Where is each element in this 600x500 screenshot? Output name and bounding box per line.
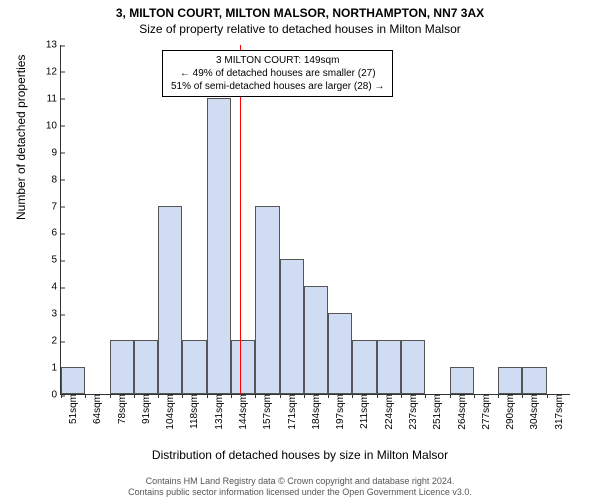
histogram-bar bbox=[328, 313, 352, 394]
x-tick-label: 251sqm bbox=[428, 394, 443, 430]
histogram-bar bbox=[134, 340, 158, 394]
histogram-bar bbox=[280, 259, 304, 394]
x-tick-mark bbox=[401, 394, 402, 398]
x-tick-label: 131sqm bbox=[210, 394, 225, 430]
x-tick-label: 104sqm bbox=[161, 394, 176, 430]
x-tick-mark bbox=[304, 394, 305, 398]
x-tick-mark bbox=[255, 394, 256, 398]
x-tick-mark bbox=[158, 394, 159, 398]
histogram-bar bbox=[110, 340, 134, 394]
x-tick-label: 277sqm bbox=[477, 394, 492, 430]
x-tick-mark bbox=[61, 394, 62, 398]
histogram-bar bbox=[231, 340, 255, 394]
x-tick-mark bbox=[425, 394, 426, 398]
histogram-bar bbox=[401, 340, 425, 394]
footer-line2: Contains public sector information licen… bbox=[0, 487, 600, 498]
histogram-bar bbox=[522, 367, 546, 394]
histogram-bar bbox=[255, 206, 279, 394]
histogram-bar bbox=[498, 367, 522, 394]
histogram-bar bbox=[377, 340, 401, 394]
y-tick: 1 bbox=[51, 363, 61, 374]
reference-line bbox=[240, 45, 241, 394]
x-tick-label: 118sqm bbox=[185, 394, 200, 429]
x-tick-label: 157sqm bbox=[258, 394, 273, 430]
x-tick-mark bbox=[280, 394, 281, 398]
y-tick: 0 bbox=[51, 390, 61, 401]
footer-attribution: Contains HM Land Registry data © Crown c… bbox=[0, 476, 600, 498]
x-tick-mark bbox=[498, 394, 499, 398]
histogram-bar bbox=[61, 367, 85, 394]
x-tick-label: 197sqm bbox=[331, 394, 346, 430]
x-tick-label: 317sqm bbox=[550, 394, 565, 430]
y-tick: 8 bbox=[51, 174, 61, 185]
histogram-bar bbox=[304, 286, 328, 394]
x-tick-mark bbox=[352, 394, 353, 398]
x-tick-mark bbox=[110, 394, 111, 398]
y-tick: 2 bbox=[51, 336, 61, 347]
annotation-box: 3 MILTON COURT: 149sqm ← 49% of detached… bbox=[162, 50, 393, 97]
annotation-line1: 3 MILTON COURT: 149sqm bbox=[171, 54, 384, 67]
x-tick-label: 290sqm bbox=[501, 394, 516, 430]
x-tick-label: 304sqm bbox=[525, 394, 540, 430]
x-tick-label: 64sqm bbox=[88, 394, 103, 424]
y-tick: 12 bbox=[46, 66, 61, 77]
annotation-line3: 51% of semi-detached houses are larger (… bbox=[171, 80, 384, 93]
histogram-bar bbox=[450, 367, 474, 394]
y-tick: 6 bbox=[51, 228, 61, 239]
y-tick: 4 bbox=[51, 282, 61, 293]
x-tick-label: 171sqm bbox=[283, 394, 298, 430]
x-tick-label: 184sqm bbox=[307, 394, 322, 430]
y-tick: 9 bbox=[51, 147, 61, 158]
histogram-bar bbox=[182, 340, 206, 394]
x-tick-label: 51sqm bbox=[64, 394, 79, 424]
chart-subtitle: Size of property relative to detached ho… bbox=[0, 20, 600, 36]
y-axis-label: Number of detached properties bbox=[14, 55, 28, 220]
x-tick-label: 211sqm bbox=[355, 394, 370, 429]
x-tick-label: 237sqm bbox=[404, 394, 419, 430]
x-axis-label: Distribution of detached houses by size … bbox=[0, 448, 600, 462]
x-tick-mark bbox=[377, 394, 378, 398]
y-tick: 5 bbox=[51, 255, 61, 266]
x-tick-label: 224sqm bbox=[380, 394, 395, 430]
x-tick-mark bbox=[522, 394, 523, 398]
x-tick-mark bbox=[85, 394, 86, 398]
x-tick-label: 264sqm bbox=[453, 394, 468, 430]
x-tick-mark bbox=[231, 394, 232, 398]
annotation-line2: ← 49% of detached houses are smaller (27… bbox=[171, 67, 384, 80]
y-tick: 10 bbox=[46, 120, 61, 131]
x-tick-mark bbox=[450, 394, 451, 398]
x-tick-mark bbox=[207, 394, 208, 398]
x-tick-label: 91sqm bbox=[137, 394, 152, 424]
x-tick-label: 78sqm bbox=[113, 394, 128, 424]
chart-title-address: 3, MILTON COURT, MILTON MALSOR, NORTHAMP… bbox=[0, 0, 600, 20]
y-tick: 3 bbox=[51, 309, 61, 320]
x-tick-mark bbox=[474, 394, 475, 398]
x-tick-mark bbox=[182, 394, 183, 398]
y-tick: 7 bbox=[51, 201, 61, 212]
plot-area: 01234567891011121351sqm64sqm78sqm91sqm10… bbox=[60, 45, 570, 395]
histogram-bar bbox=[158, 206, 182, 394]
histogram-bar bbox=[352, 340, 376, 394]
x-tick-mark bbox=[547, 394, 548, 398]
footer-line1: Contains HM Land Registry data © Crown c… bbox=[0, 476, 600, 487]
x-tick-mark bbox=[134, 394, 135, 398]
x-tick-label: 144sqm bbox=[234, 394, 249, 430]
x-tick-mark bbox=[328, 394, 329, 398]
y-tick: 13 bbox=[46, 40, 61, 51]
histogram-bar bbox=[207, 98, 231, 394]
y-tick: 11 bbox=[47, 93, 61, 104]
